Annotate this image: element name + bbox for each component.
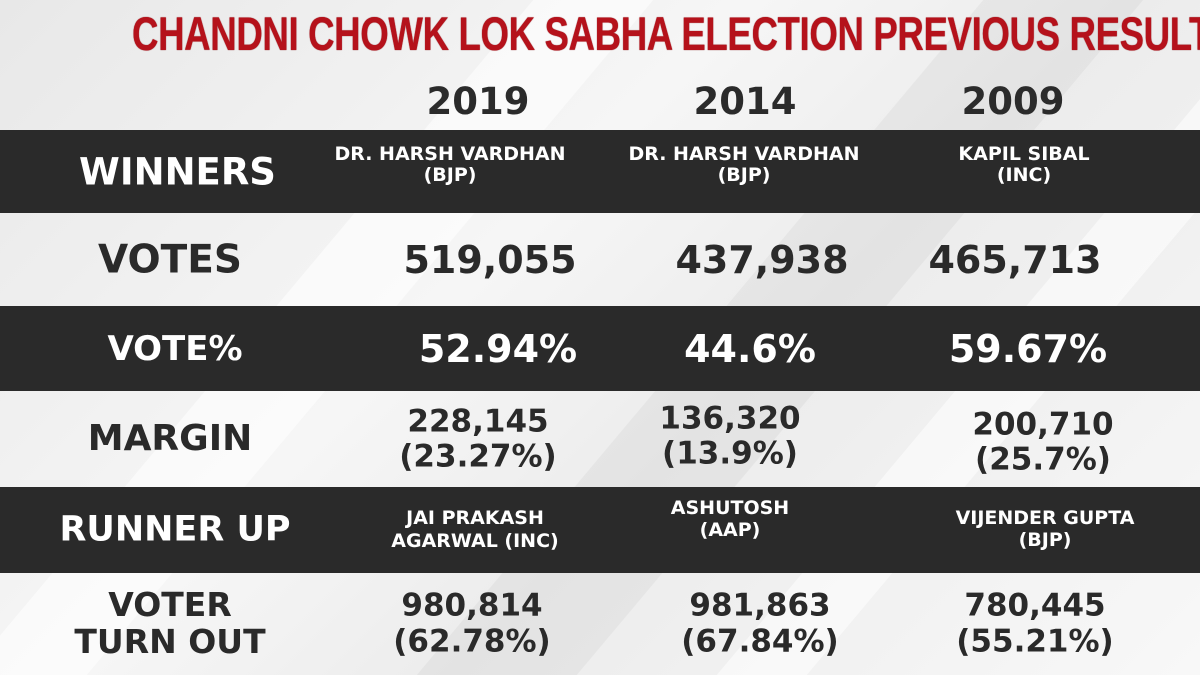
page-title: CHANDNI CHOWK LOK SABHA ELECTION PREVIOU… bbox=[132, 7, 1200, 60]
winner-2014: DR. HARSH VARDHAN (BJP) bbox=[628, 142, 860, 187]
turnout-2009: 780,445 (55.21%) bbox=[956, 587, 1114, 659]
row-label-runner-up: RUNNER UP bbox=[59, 509, 291, 550]
votes-2009: 465,713 bbox=[928, 237, 1102, 282]
row-votes: VOTES 519,055 437,938 465,713 bbox=[0, 213, 1200, 306]
winner-2009: KAPIL SIBAL (INC) bbox=[958, 142, 1090, 187]
year-header-2009: 2009 bbox=[961, 80, 1065, 123]
runner-up-2014: ASHUTOSH (AAP) bbox=[670, 497, 790, 541]
vote-pct-2009: 59.67% bbox=[948, 326, 1108, 371]
votes-2019: 519,055 bbox=[403, 237, 577, 282]
row-label-margin: MARGIN bbox=[87, 418, 253, 459]
row-label-votes: VOTES bbox=[98, 237, 242, 282]
turnout-2019: 980,814 (62.78%) bbox=[393, 587, 551, 659]
winner-2019: DR. HARSH VARDHAN (BJP) bbox=[334, 142, 566, 187]
turnout-2014: 981,863 (67.84%) bbox=[681, 587, 839, 659]
vote-pct-2019: 52.94% bbox=[418, 326, 578, 371]
year-header-2014: 2014 bbox=[693, 80, 797, 123]
row-label-vote-pct: VOTE% bbox=[107, 328, 243, 369]
row-winners: WINNERS DR. HARSH VARDHAN (BJP) DR. HARS… bbox=[0, 130, 1200, 213]
row-label-turnout: VOTER TURN OUT bbox=[74, 585, 266, 661]
row-margin: MARGIN 228,145 (23.27%) 136,320 (13.9%) … bbox=[0, 391, 1200, 487]
runner-up-2019: JAI PRAKASH AGARWAL (INC) bbox=[391, 507, 559, 552]
margin-2009: 200,710 (25.7%) bbox=[972, 406, 1114, 477]
vote-pct-2014: 44.6% bbox=[684, 326, 816, 371]
row-turnout: VOTER TURN OUT 980,814 (62.78%) 981,863 … bbox=[0, 573, 1200, 675]
row-vote-pct: VOTE% 52.94% 44.6% 59.67% bbox=[0, 306, 1200, 391]
votes-2014: 437,938 bbox=[675, 237, 849, 282]
margin-2019: 228,145 (23.27%) bbox=[399, 403, 557, 474]
row-runner-up: RUNNER UP JAI PRAKASH AGARWAL (INC) ASHU… bbox=[0, 487, 1200, 573]
row-label-winners: WINNERS bbox=[79, 150, 276, 193]
year-header-2019: 2019 bbox=[426, 80, 530, 123]
runner-up-2009: VIJENDER GUPTA (BJP) bbox=[955, 507, 1135, 551]
margin-2014: 136,320 (13.9%) bbox=[659, 400, 801, 471]
